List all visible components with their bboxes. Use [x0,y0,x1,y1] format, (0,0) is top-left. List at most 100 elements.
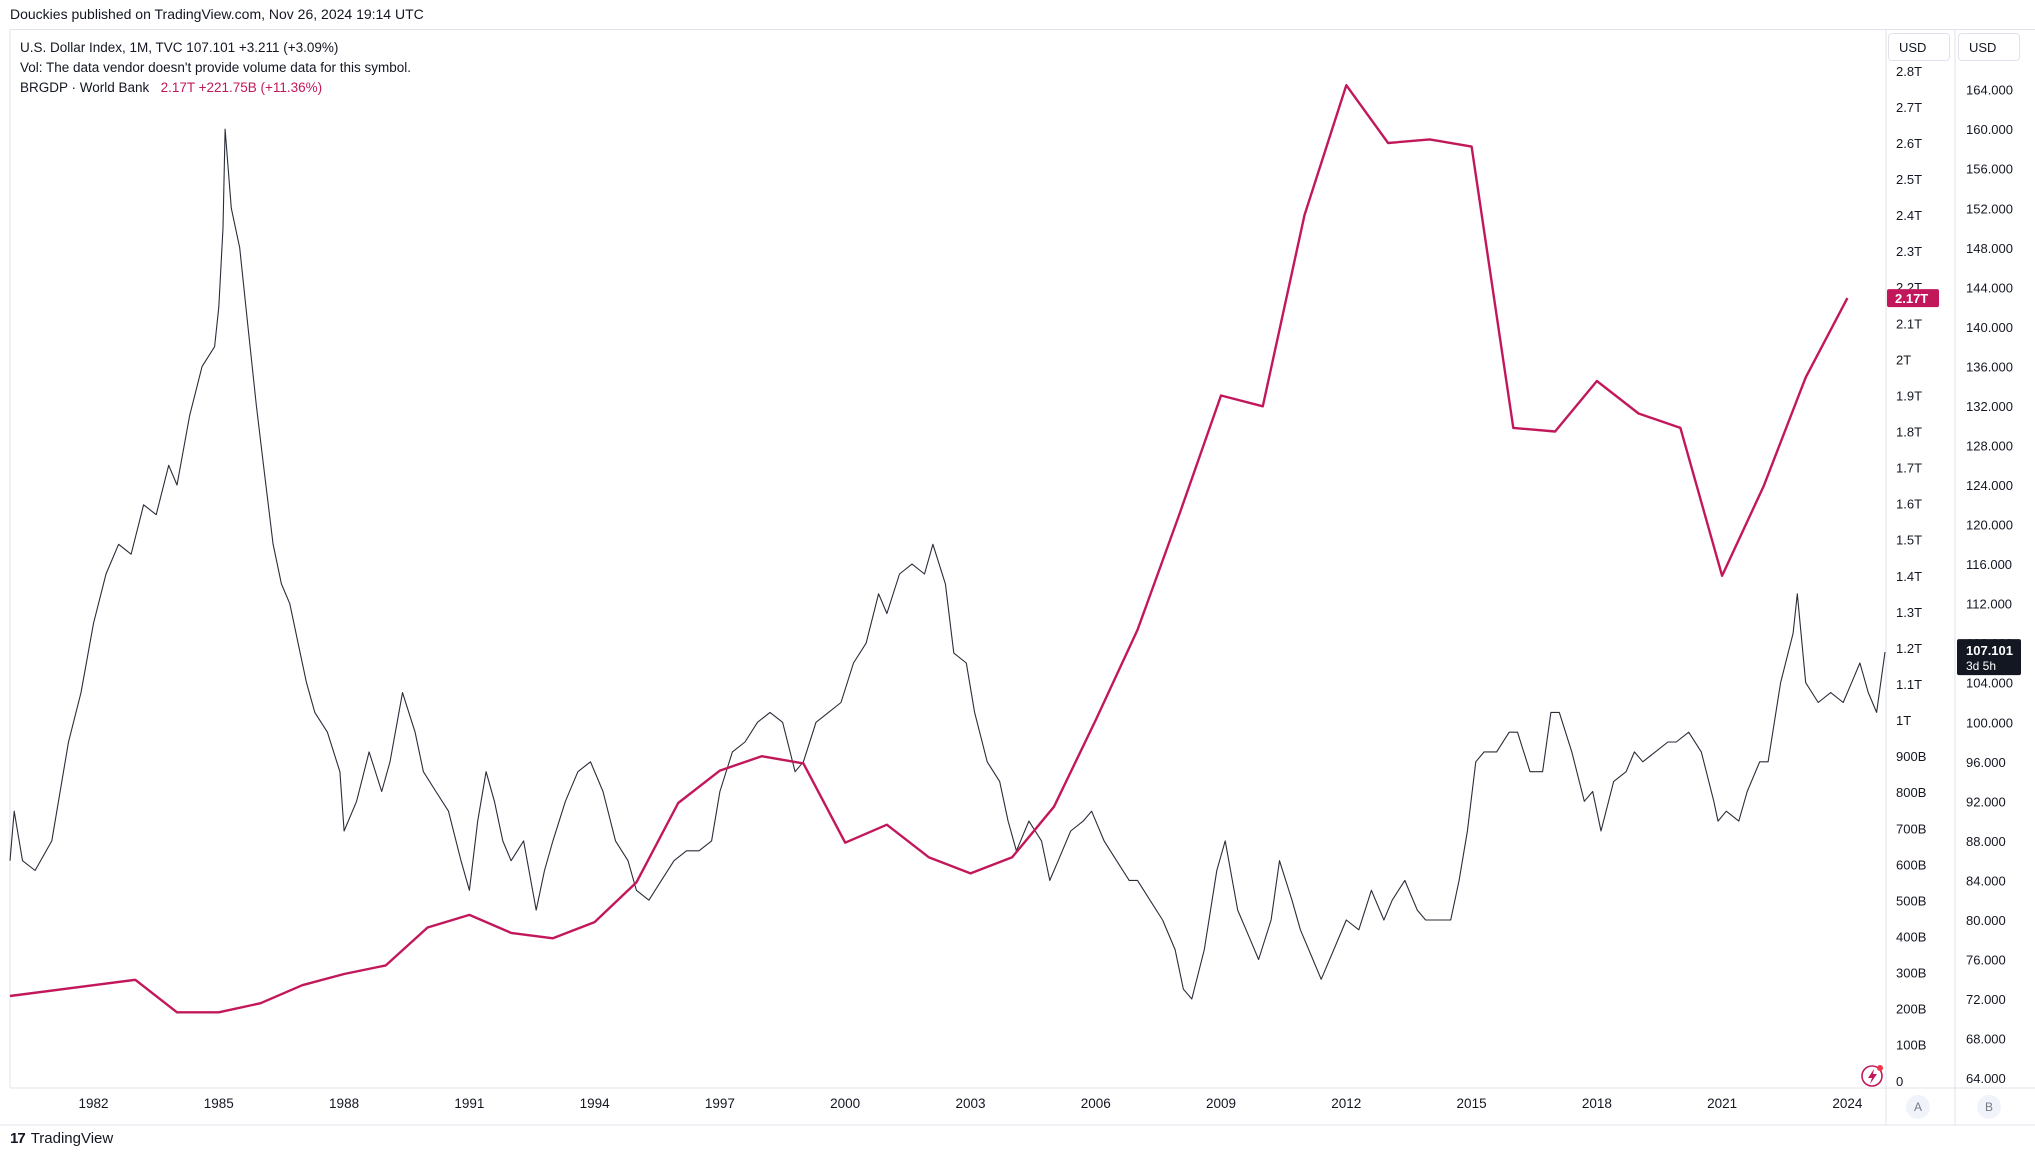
left-tick-label: 300B [1896,966,1926,981]
right-tick-label: 124.000 [1966,478,2013,493]
right-tick-label: 112.000 [1966,597,2012,612]
legend-symbol-line[interactable]: U.S. Dollar Index, 1M, TVC 107.101 +3.21… [20,40,339,55]
right-tick-label: 88.000 [1966,834,2006,849]
left-tick-label: 1.2T [1896,641,1922,656]
x-tick-label: 2021 [1707,1096,1737,1111]
tradingview-logo-icon: 17 [10,1130,26,1147]
left-tick-label: 2.5T [1896,172,1922,187]
right-tick-label: 116.000 [1966,557,2012,572]
left-tick-label: 700B [1896,821,1926,836]
dxy-last-badge [1957,639,2021,676]
left-tick-label: 2.7T [1896,100,1922,115]
brgdp-last-badge [1887,289,1939,308]
left-tick-label: 0 [1896,1074,1903,1089]
left-tick-label: 1T [1896,713,1911,728]
right-tick-label: 120.000 [1966,518,2013,533]
dxy-last-value: 107.101 [1966,643,2013,658]
right-tick-label: 136.000 [1966,359,2013,374]
x-tick-label: 2012 [1331,1096,1361,1111]
left-tick-label: 400B [1896,930,1926,945]
right-tick-label: 72.000 [1966,992,2006,1007]
x-tick-label: 1994 [580,1096,611,1111]
left-tick-label: 800B [1896,785,1926,800]
legend-brgdp-values: 2.17T +221.75B (+11.36%) [160,80,323,95]
x-tick-label: 1991 [454,1096,484,1111]
right-tick-label: 84.000 [1966,873,2006,888]
brgdp-series-line [9,83,1849,1014]
left-tick-label: 2T [1896,352,1911,367]
right-tick-label: 152.000 [1966,201,2013,216]
left-tick-label: 2.4T [1896,208,1922,223]
left-tick-label: 900B [1896,749,1926,764]
right-scale-currency[interactable]: USD [1958,33,2020,61]
left-tick-label: 2.3T [1896,244,1922,259]
right-tick-label: 144.000 [1966,280,2013,295]
left-tick-label: 1.4T [1896,569,1922,584]
right-tick-label: 132.000 [1966,399,2013,414]
right-tick-label: 100.000 [1966,715,2013,730]
x-tick-label: 1985 [204,1096,234,1111]
chart-legend: U.S. Dollar Index, 1M, TVC 107.101 +3.21… [20,38,411,98]
brgdp-last-value: 2.17T [1895,291,1928,306]
right-tick-label: 164.000 [1966,83,2013,98]
footer-brand[interactable]: TradingView [30,1130,114,1147]
x-tick-label: 2003 [955,1096,985,1111]
right-tick-label: 80.000 [1966,913,2006,928]
x-tick-label: 2009 [1206,1096,1236,1111]
right-tick-label: 96.000 [1966,755,2006,770]
right-tick-label: 76.000 [1966,953,2006,968]
published-caption: Douckies published on TradingView.com, N… [10,6,424,22]
chart-frame [0,30,2035,1126]
right-tick-label: 92.000 [1966,794,2006,809]
right-tick-label: 160.000 [1966,122,2013,137]
right-tick-label: 128.000 [1966,439,2013,454]
flash-icon-bolt [1868,1069,1877,1084]
right-tick-label: 156.000 [1966,162,2013,177]
legend-brgdp-name: BRGDP · World Bank [20,80,150,95]
x-tick-label: 1988 [329,1096,359,1111]
dxy-countdown: 3d 5h [1966,659,1996,673]
left-tick-label: 500B [1896,893,1926,908]
flash-icon [1861,1065,1883,1087]
series-layer [9,83,1886,1014]
left-tick-label: 1.9T [1896,388,1922,403]
left-axis-ticks: 0 100B 200B 300B 400B 500B 600B 700B 800B 900B 1T 1… [1896,64,1926,1089]
left-tick-label: 1.6T [1896,497,1922,512]
x-tick-label: 1982 [78,1096,108,1111]
right-tick-label: 104.000 [1966,676,2013,691]
left-tick-label: 2.8T [1896,64,1922,79]
x-tick-label: 1997 [705,1096,735,1111]
left-tick-label: 2.1T [1896,316,1922,331]
frame-divider [10,29,2035,30]
left-tick-label: 200B [1896,1002,1926,1017]
right-axis-ticks: 64.000 68.000 72.000 76.000 80.000 84.000 88.0… [1966,83,2013,1086]
x-tick-label: 2006 [1081,1096,1111,1111]
legend-brgdp-line[interactable]: BRGDP · World Bank 2.17T +221.75B (+11.3… [20,78,411,98]
left-tick-label: 2.6T [1896,136,1922,151]
x-axis-ticks: 1982 1985 1988 1991 1994 1997 2000 2003 2006 2009… [78,1096,1862,1111]
left-tick-label: 1.5T [1896,533,1922,548]
x-tick-label: 2015 [1457,1096,1487,1111]
right-tick-label: 68.000 [1966,1032,2006,1047]
x-tick-label: 2000 [830,1096,860,1111]
left-tick-label: 1.1T [1896,677,1922,692]
x-tick-label: 2024 [1832,1096,1863,1111]
right-tick-label: 148.000 [1966,241,2013,256]
left-tick-label: 1.7T [1896,461,1922,476]
scale-button-b[interactable]: B [1977,1095,2001,1119]
right-tick-label: 140.000 [1966,320,2013,335]
left-tick-label: 600B [1896,857,1926,872]
left-tick-label: 100B [1896,1038,1926,1053]
left-tick-label: 1.8T [1896,425,1922,440]
right-tick-label: 64.000 [1966,1071,2006,1086]
dxy-series-line [9,128,1886,1000]
left-tick-label: 1.3T [1896,605,1922,620]
flash-icon-dot [1877,1065,1883,1071]
legend-volume-line[interactable]: Vol: The data vendor doesn't provide vol… [20,60,412,75]
left-scale-currency[interactable]: USD [1888,33,1950,61]
footer: 17 TradingView [10,1130,113,1147]
scale-button-a[interactable]: A [1906,1095,1930,1119]
x-tick-label: 2018 [1582,1096,1612,1111]
